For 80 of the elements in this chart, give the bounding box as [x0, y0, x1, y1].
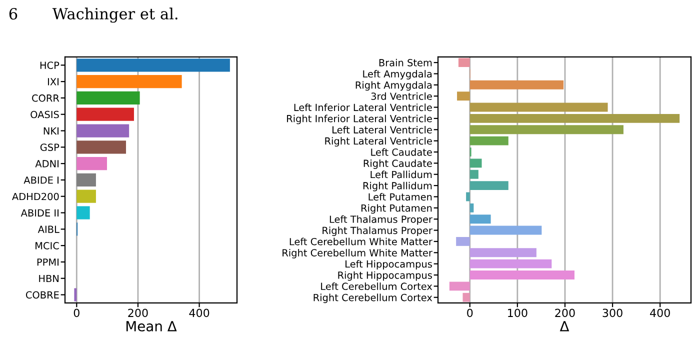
- bar: [76, 156, 108, 170]
- y-tick-label: HBN: [39, 274, 58, 282]
- y-tick-label: Left Thalamus Proper: [330, 215, 432, 225]
- bar: [462, 292, 470, 302]
- bar: [458, 58, 470, 68]
- bar: [470, 158, 482, 168]
- y-tick-label: CORR: [32, 94, 60, 102]
- bar: [449, 282, 470, 291]
- bar: [76, 74, 182, 88]
- y-tick-label: COBRE: [26, 291, 59, 299]
- y-tick-label: Left Putamen: [368, 193, 432, 201]
- y-tick-label: HCP: [40, 62, 60, 69]
- bar: [76, 108, 134, 121]
- text: Wachinger et al.: [52, 8, 178, 23]
- bar: [76, 206, 90, 220]
- y-tick-label: ABIDE I: [24, 176, 58, 184]
- x-tick-label: 0: [74, 308, 80, 318]
- y-tick-label: ADHD200: [12, 192, 59, 200]
- bar: [470, 248, 536, 258]
- bar: [470, 226, 542, 235]
- bar: [76, 173, 96, 187]
- y-tick-label: Right Cerebellum Cortex: [314, 294, 432, 304]
- y-tick-label: Right Inferior Lateral Ventricle: [287, 114, 432, 124]
- bar: [470, 114, 680, 123]
- x-axis-title: Mean Δ: [126, 321, 177, 332]
- bar: [466, 192, 470, 202]
- y-tick-label: MCIC: [36, 242, 59, 250]
- bar: [76, 190, 96, 203]
- y-tick-label: Right Lateral Ventricle: [325, 137, 432, 147]
- x-tick-label: 400: [650, 308, 670, 318]
- y-tick-label: NKI: [44, 127, 58, 134]
- y-tick-label: IXI: [48, 78, 58, 86]
- bar: [470, 214, 491, 224]
- bar: [470, 170, 478, 179]
- bar: [470, 136, 508, 146]
- bar: [470, 125, 624, 134]
- y-tick-label: 3rd Ventricle: [371, 92, 432, 100]
- y-tick-label: Left Pallidum: [370, 170, 432, 178]
- y-tick-label: Right Putamen: [361, 204, 432, 214]
- y-tick-label: Left Lateral Ventricle: [332, 126, 432, 134]
- x-axis-title: Δ: [560, 321, 570, 332]
- y-tick-label: Right Pallidum: [363, 182, 432, 192]
- bar: [76, 124, 130, 138]
- y-tick-label: Left Cerebellum White Matter: [290, 238, 432, 246]
- x-tick-label: 200: [555, 308, 575, 318]
- y-tick-label: PPMI: [37, 258, 58, 266]
- text: 6: [9, 8, 18, 20]
- x-tick-label: 300: [602, 308, 622, 318]
- bar: [470, 259, 552, 268]
- bar: [76, 58, 230, 72]
- bar: [470, 203, 474, 212]
- y-tick-label: Right Thalamus Proper: [322, 226, 432, 236]
- y-tick-label: Right Cerebellum White Matter: [282, 248, 432, 258]
- y-tick-label: Right Hippocampus: [338, 271, 432, 281]
- y-tick-label: Left Hippocampus: [346, 260, 432, 270]
- y-tick-label: ABIDE II: [20, 209, 58, 216]
- y-tick-label: Right Caudate: [364, 159, 432, 169]
- y-tick-label: AIBL: [38, 226, 60, 233]
- y-tick-label: OASIS: [30, 110, 59, 118]
- y-tick-label: Right Amygdala: [356, 81, 432, 91]
- y-tick-label: GSP: [40, 144, 60, 151]
- x-tick-label: 400: [189, 308, 210, 318]
- x-tick-label: 200: [128, 308, 148, 318]
- bar: [456, 236, 470, 246]
- bar: [76, 140, 126, 154]
- y-tick-label: Brain Stem: [379, 58, 432, 66]
- y-tick-label: Left Caudate: [371, 148, 432, 156]
- bar: [470, 181, 508, 190]
- bar: [76, 91, 140, 105]
- bar: [470, 102, 608, 112]
- bar: [470, 80, 564, 90]
- y-tick-label: Left Inferior Lateral Ventricle: [294, 104, 432, 112]
- y-tick-label: Left Amygdala: [363, 70, 432, 80]
- y-tick-label: ADNI: [35, 160, 58, 168]
- bar: [74, 288, 77, 302]
- x-tick-label: 0: [467, 308, 473, 318]
- bar: [457, 92, 470, 101]
- x-tick-label: 100: [508, 308, 528, 318]
- bar: [470, 270, 574, 280]
- y-tick-label: Left Cerebellum Cortex: [321, 282, 432, 290]
